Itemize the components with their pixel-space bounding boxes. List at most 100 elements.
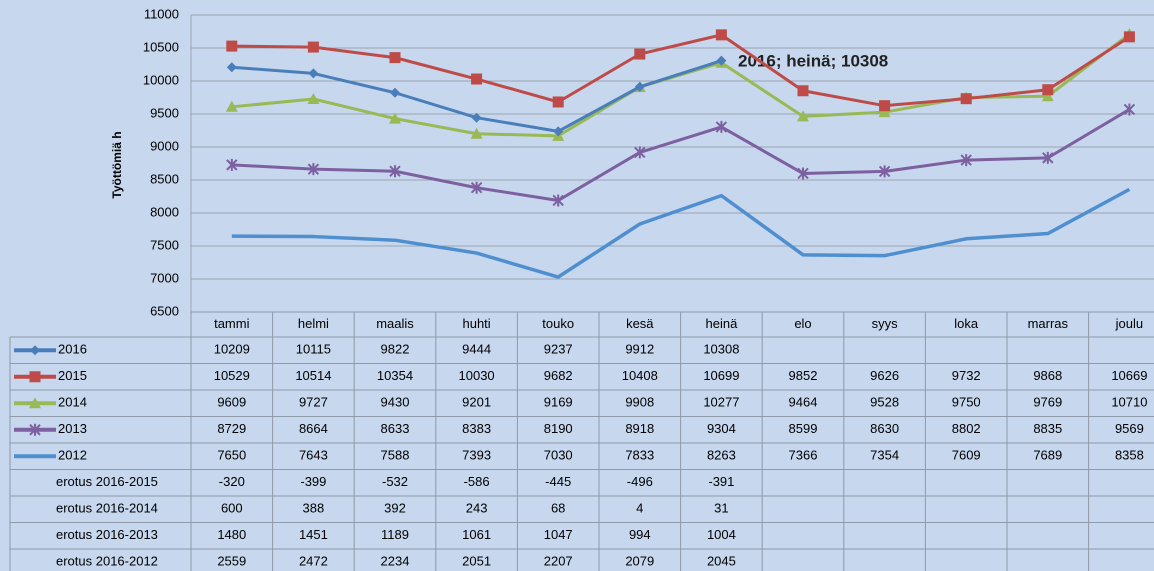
legend-label: 2012 xyxy=(58,448,87,463)
row-label: erotus 2016-2012 xyxy=(56,554,158,569)
table-cell: 8599 xyxy=(789,421,818,436)
y-axis-label: Työttömiä h xyxy=(110,131,124,198)
y-tick-label: 11000 xyxy=(144,6,179,21)
table-cell: 8664 xyxy=(299,421,328,436)
x-tick-label: touko xyxy=(542,316,574,331)
marker xyxy=(1042,151,1054,164)
marker xyxy=(878,106,891,118)
table-cell: 9169 xyxy=(544,395,573,410)
x-tick-label: heinä xyxy=(705,316,738,331)
table-cell: 10354 xyxy=(377,368,413,383)
marker xyxy=(552,194,564,207)
table-cell: 9852 xyxy=(789,368,818,383)
marker xyxy=(389,165,401,178)
y-tick-label: 8500 xyxy=(150,171,179,186)
table-cell: 9868 xyxy=(1033,368,1062,383)
table-cell: 243 xyxy=(466,501,488,516)
marker xyxy=(797,167,809,180)
marker xyxy=(307,93,320,105)
marker xyxy=(307,41,319,53)
table-cell: 388 xyxy=(303,501,325,516)
table-cell: 8190 xyxy=(544,421,573,436)
legend-label: 2014 xyxy=(58,395,87,410)
marker xyxy=(390,87,400,98)
table-cell: 9912 xyxy=(625,342,654,357)
table-cell: 9682 xyxy=(544,368,573,383)
y-tick-label: 9500 xyxy=(150,105,179,120)
x-tick-label: joulu xyxy=(1115,316,1143,331)
marker xyxy=(30,345,40,356)
marker xyxy=(553,126,564,137)
table-cell: 1451 xyxy=(299,527,328,542)
y-tick-label: 10500 xyxy=(143,39,179,54)
table-cell: -445 xyxy=(545,474,571,489)
table-cell: 10529 xyxy=(214,368,250,383)
table-cell: 8729 xyxy=(217,421,246,436)
marker xyxy=(307,163,320,176)
x-tick-label: syys xyxy=(872,316,899,331)
marker xyxy=(797,110,809,122)
table-cell: 9609 xyxy=(217,395,246,410)
table-cell: 9626 xyxy=(870,368,899,383)
x-tick-label: huhti xyxy=(462,316,490,331)
marker xyxy=(716,55,727,66)
table-cell: -399 xyxy=(300,474,326,489)
table-cell: 8802 xyxy=(952,421,981,436)
table-cell: 8633 xyxy=(381,421,410,436)
table-cell: 68 xyxy=(551,501,565,516)
table-cell: 10308 xyxy=(703,342,739,357)
table-cell: 10408 xyxy=(622,368,658,383)
y-tick-label: 7000 xyxy=(150,270,179,285)
table-cell: -320 xyxy=(219,474,245,489)
table-cell: 10209 xyxy=(214,342,250,357)
table-cell: 600 xyxy=(221,501,243,516)
table-cell: 392 xyxy=(384,501,406,516)
series-line xyxy=(231,33,1131,108)
annotation: 2016; heinä; 10308 xyxy=(738,51,888,70)
table-cell: 4 xyxy=(636,501,643,516)
table-cell: 7833 xyxy=(625,448,654,463)
table-cell: 7643 xyxy=(299,448,328,463)
table-cell: 7030 xyxy=(544,448,573,463)
x-tick-label: loka xyxy=(954,316,979,331)
y-tick-label: 9000 xyxy=(150,138,179,153)
table-cell: 9750 xyxy=(952,395,981,410)
marker xyxy=(225,100,238,112)
table-cell: 10710 xyxy=(1111,395,1147,410)
table-cell: 8918 xyxy=(625,421,654,436)
table-cell: 1189 xyxy=(381,527,409,542)
table-cell: 9727 xyxy=(299,395,328,410)
marker xyxy=(470,127,483,139)
marker xyxy=(960,93,972,105)
legend-label: 2015 xyxy=(58,368,87,383)
table-cell: -496 xyxy=(627,474,653,489)
x-tick-label: tammi xyxy=(214,316,250,331)
marker xyxy=(634,146,646,159)
marker xyxy=(226,158,238,171)
table-cell: 1047 xyxy=(544,527,573,542)
table-cell: 7609 xyxy=(952,448,981,463)
table-cell: 9732 xyxy=(952,368,981,383)
table-cell: 2051 xyxy=(462,554,491,569)
marker xyxy=(1041,90,1054,102)
table-cell: 1480 xyxy=(217,527,246,542)
table-cell: 8383 xyxy=(462,421,491,436)
table-cell: 1061 xyxy=(462,527,491,542)
series-line xyxy=(231,187,1131,279)
table-cell: 10277 xyxy=(703,395,739,410)
marker xyxy=(879,100,891,112)
table-cell: 9237 xyxy=(544,342,573,357)
table-cell: 31 xyxy=(714,501,728,516)
table-cell: -532 xyxy=(382,474,408,489)
table-cell: 2207 xyxy=(544,554,573,569)
table-cell: 10669 xyxy=(1111,368,1147,383)
table-cell: 1004 xyxy=(707,527,736,542)
marker xyxy=(308,68,319,79)
table-cell: 10514 xyxy=(295,368,331,383)
marker xyxy=(1123,103,1136,116)
marker xyxy=(389,112,401,124)
table-cell: 7588 xyxy=(381,448,410,463)
table-cell: 2234 xyxy=(381,554,410,569)
table-cell: 7650 xyxy=(217,448,246,463)
